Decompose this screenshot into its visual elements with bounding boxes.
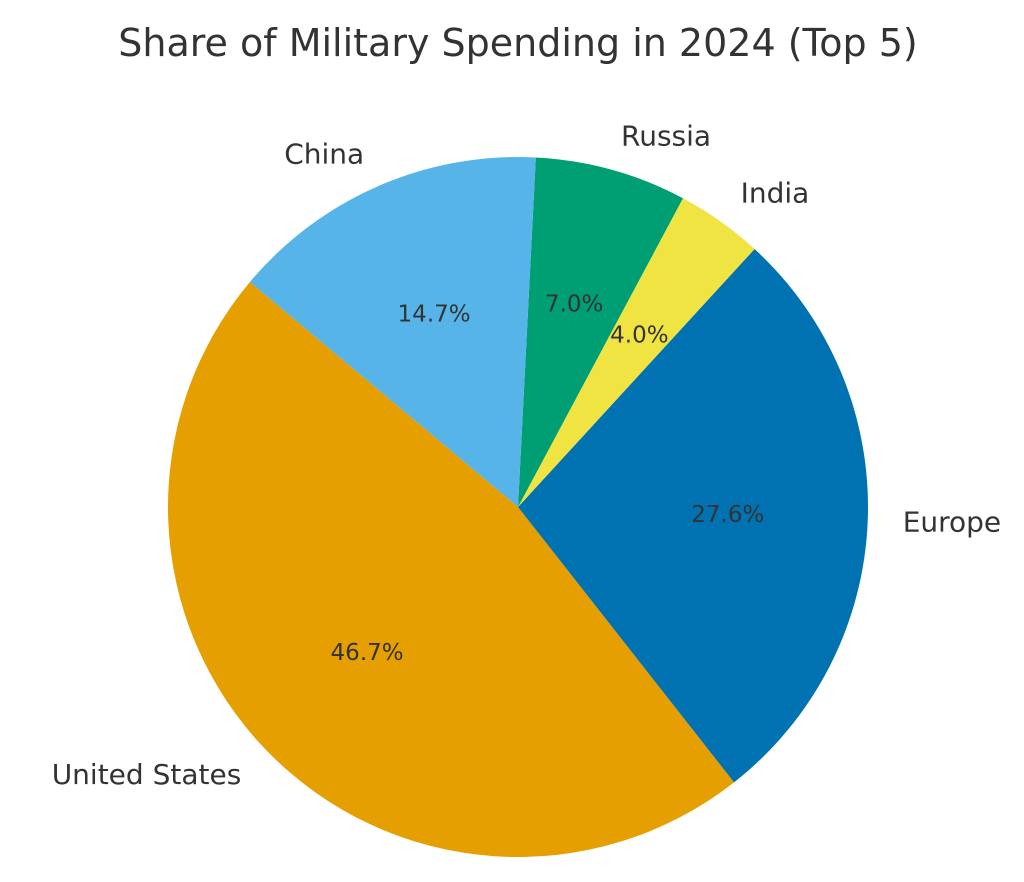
pct-label-united-states: 46.7% — [331, 640, 404, 666]
category-label-united-states: United States — [52, 758, 242, 791]
pct-label-russia: 7.0% — [545, 292, 603, 318]
category-label-india: India — [741, 176, 810, 209]
pie-slice-india — [518, 198, 755, 507]
pie-slice-russia — [518, 157, 683, 507]
category-label-china: China — [284, 138, 364, 171]
pie-slices — [167, 156, 868, 858]
category-label-europe: Europe — [903, 505, 1001, 538]
pct-label-india: 4.0% — [610, 323, 668, 349]
pie-slice-china — [249, 156, 536, 507]
percentage-labels: 46.7% 27.6% 4.0% 7.0% 14.7% — [331, 292, 765, 666]
pie-slice-europe — [518, 249, 868, 783]
chart-title: Share of Military Spending in 2024 (Top … — [118, 21, 917, 65]
category-labels: United States Europe India Russia China — [52, 120, 1001, 792]
pct-label-europe: 27.6% — [691, 502, 764, 528]
category-label-russia: Russia — [621, 120, 711, 153]
pct-label-china: 14.7% — [398, 302, 471, 328]
pie-slice-united-states — [167, 282, 735, 858]
